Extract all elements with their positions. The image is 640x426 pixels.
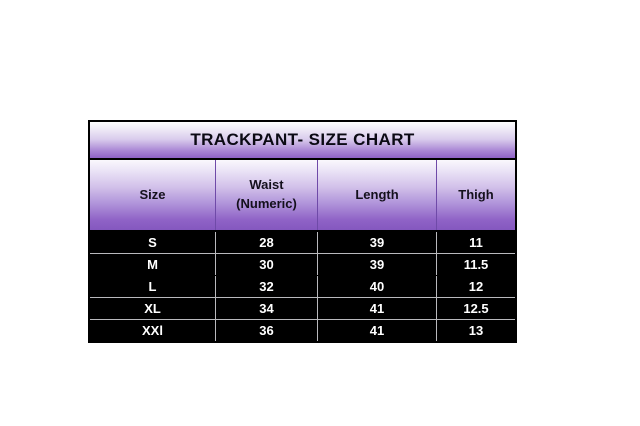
cell-size: M xyxy=(90,254,216,275)
column-header-size-label: Size xyxy=(139,186,166,202)
cell-waist: 34 xyxy=(216,298,318,319)
cell-size: S xyxy=(90,232,216,253)
cell-thigh: 11.5 xyxy=(463,257,489,272)
column-header-thigh: Thigh xyxy=(437,160,515,230)
table-row: L 32 40 12 xyxy=(90,276,515,298)
table-row: XXl 36 41 13 xyxy=(90,320,515,341)
column-header-length: Length xyxy=(318,160,437,230)
column-header-length-label: Length xyxy=(355,186,399,202)
cell-size: XXl xyxy=(90,320,216,341)
size-chart-table: TRACKPANT- SIZE CHART Size Waist (Numeri… xyxy=(88,120,517,343)
column-header-thigh-label: Thigh xyxy=(458,186,494,202)
chart-title-bar: TRACKPANT- SIZE CHART xyxy=(90,122,515,160)
cell-thigh: 13 xyxy=(468,323,484,338)
cell-size: XL xyxy=(90,298,216,319)
table-row: XL 34 41 12.5 xyxy=(90,298,515,320)
cell-waist: 36 xyxy=(216,320,318,341)
table-row: M 30 39 11.5 xyxy=(90,254,515,276)
column-header-waist: Waist (Numeric) xyxy=(216,160,318,230)
table-header-row: Size Waist (Numeric) Length Thigh xyxy=(90,160,515,232)
column-header-size: Size xyxy=(90,160,216,230)
cell-waist: 32 xyxy=(216,276,318,297)
table-row: S 28 39 11 xyxy=(90,232,515,254)
page-title: TRACKPANT- SIZE CHART xyxy=(190,130,415,149)
cell-thigh: 12.5 xyxy=(463,301,489,316)
cell-thigh: 11 xyxy=(469,235,483,250)
cell-length: 39 xyxy=(318,232,437,253)
table-body: S 28 39 11 M 30 39 11.5 L 32 40 12 XL 34… xyxy=(90,232,515,341)
cell-length: 40 xyxy=(318,276,437,297)
cell-length: 39 xyxy=(318,254,437,275)
cell-thigh: 12 xyxy=(468,279,484,294)
column-header-waist-sublabel: (Numeric) xyxy=(236,196,297,211)
cell-length: 41 xyxy=(318,298,437,319)
cell-size: L xyxy=(90,276,216,297)
cell-waist: 28 xyxy=(216,232,318,253)
cell-waist: 30 xyxy=(216,254,318,275)
column-header-waist-label: Waist xyxy=(249,177,284,193)
cell-length: 41 xyxy=(318,320,437,341)
